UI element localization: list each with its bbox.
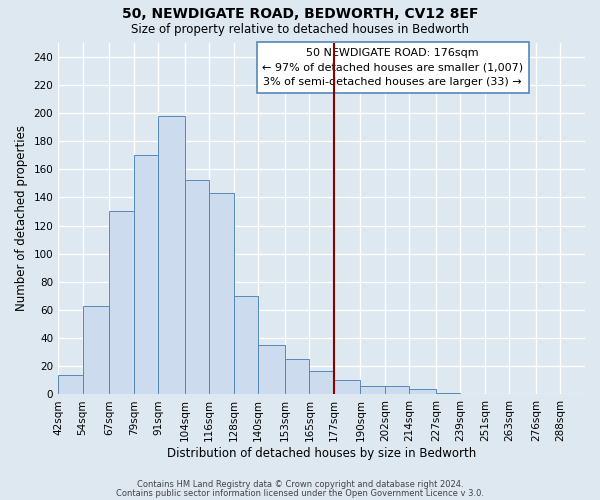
Bar [209,193,234,394]
Bar [234,296,258,394]
Text: Size of property relative to detached houses in Bedworth: Size of property relative to detached ho… [131,22,469,36]
Text: Contains HM Land Registry data © Crown copyright and database right 2024.: Contains HM Land Registry data © Crown c… [137,480,463,489]
Bar [285,360,310,394]
Bar [258,345,285,395]
Text: Contains public sector information licensed under the Open Government Licence v : Contains public sector information licen… [116,488,484,498]
Bar [58,374,83,394]
Bar [310,370,334,394]
Bar [436,393,460,394]
Bar [109,212,134,394]
Bar [185,180,209,394]
X-axis label: Distribution of detached houses by size in Bedworth: Distribution of detached houses by size … [167,447,476,460]
Bar [158,116,185,394]
Bar [409,389,436,394]
Text: 50 NEWDIGATE ROAD: 176sqm
← 97% of detached houses are smaller (1,007)
3% of sem: 50 NEWDIGATE ROAD: 176sqm ← 97% of detac… [262,48,523,88]
Y-axis label: Number of detached properties: Number of detached properties [15,126,28,312]
Bar [334,380,361,394]
Bar [361,386,385,394]
Bar [385,386,409,394]
Text: 50, NEWDIGATE ROAD, BEDWORTH, CV12 8EF: 50, NEWDIGATE ROAD, BEDWORTH, CV12 8EF [122,8,478,22]
Bar [134,155,158,394]
Bar [83,306,109,394]
